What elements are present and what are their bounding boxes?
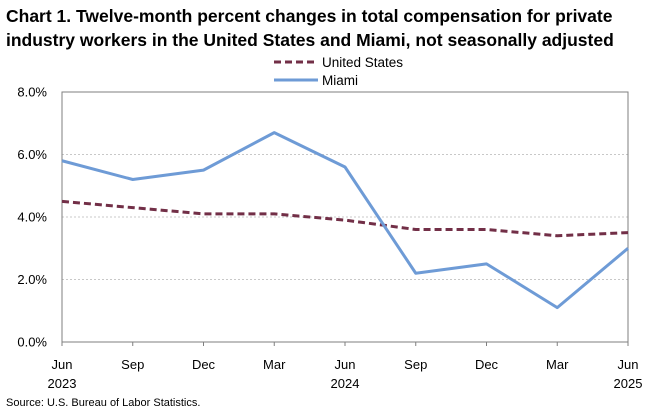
chart-title-line-1: Chart 1. Twelve-month percent changes in…	[6, 6, 613, 26]
x-year-label: 2025	[614, 376, 643, 391]
gridlines	[62, 91, 628, 280]
x-tick-label: Sep	[121, 357, 144, 372]
x-tick-label: Jun	[52, 357, 73, 372]
y-tick-label: 2.0%	[17, 272, 47, 287]
x-year-label: 2023	[48, 376, 77, 391]
x-tick-label: Dec	[192, 357, 216, 372]
x-axis-ticks: Jun Sep Dec Mar Jun Sep Dec Mar Jun 2023 2024 2025	[48, 357, 643, 391]
y-tick-label: 0.0%	[17, 335, 47, 350]
legend-label: Miami	[322, 73, 358, 88]
y-tick-label: 8.0%	[17, 85, 47, 100]
legend: United States Miami	[274, 55, 403, 88]
chart-title-line-2: industry workers in the United States an…	[6, 30, 614, 50]
x-tick-label: Sep	[404, 357, 427, 372]
y-axis-ticks: 0.0% 2.0% 4.0% 6.0% 8.0%	[17, 85, 47, 350]
chart-title: Chart 1. Twelve-month percent changes in…	[6, 4, 662, 52]
y-tick-label: 6.0%	[17, 147, 47, 162]
series-lines	[61, 131, 629, 310]
x-tick-label: Dec	[475, 357, 499, 372]
x-year-label: 2024	[331, 376, 360, 391]
axes	[61, 91, 629, 346]
y-tick-label: 4.0%	[17, 210, 47, 225]
x-tick-label: Mar	[546, 357, 569, 372]
legend-label: United States	[322, 55, 403, 70]
x-tick-label: Mar	[263, 357, 286, 372]
x-tick-label: Jun	[618, 357, 639, 372]
x-tick-label: Jun	[335, 357, 356, 372]
series-line-united-states	[61, 199, 629, 238]
source-note: Source: U.S. Bureau of Labor Statistics.	[6, 397, 201, 409]
